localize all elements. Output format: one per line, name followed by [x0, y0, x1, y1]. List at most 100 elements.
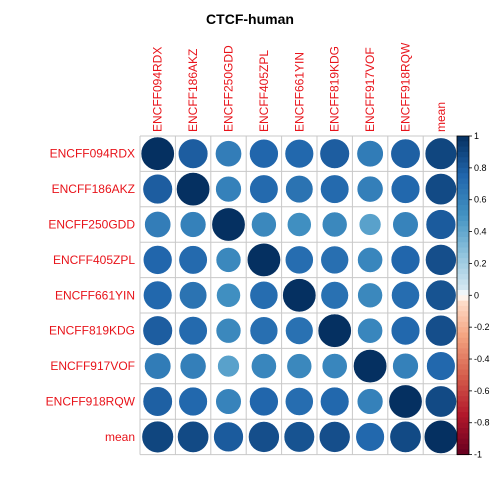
- corr-circle: [249, 280, 279, 310]
- column-label: ENCFF918RQW: [399, 42, 413, 132]
- colorbar-segment: [457, 332, 469, 339]
- corr-circle: [215, 247, 242, 273]
- row-label: ENCFF186AKZ: [52, 182, 135, 196]
- corr-circle: [392, 211, 419, 238]
- corr-circle: [211, 207, 246, 242]
- colorbar-tick-label: -1: [474, 450, 482, 460]
- colorbar-segment: [457, 316, 469, 323]
- colorbar-segment: [457, 189, 469, 195]
- corr-circle: [356, 140, 384, 168]
- row-label: ENCFF819KDG: [49, 324, 135, 338]
- colorbar-segment: [457, 422, 469, 429]
- corr-circle: [178, 245, 208, 275]
- colorbar-segment: [457, 327, 469, 333]
- colorbar-segment: [457, 449, 469, 456]
- colorbar-tick-label: -0.8: [474, 418, 490, 428]
- corr-circle: [283, 421, 315, 453]
- corr-circle: [246, 242, 281, 277]
- corr-circle: [357, 282, 383, 309]
- corr-circle: [176, 172, 211, 207]
- corr-circle: [424, 385, 457, 418]
- corr-circle: [425, 209, 457, 240]
- colorbar-segment: [457, 162, 469, 169]
- colorbar-segment: [457, 374, 469, 381]
- colorbar-segment: [457, 263, 469, 270]
- colorbar-segment: [457, 284, 469, 291]
- corr-circle: [353, 349, 388, 384]
- corr-circle: [284, 387, 314, 416]
- corr-circle: [251, 211, 277, 238]
- colorbar-tick-label: 0.2: [474, 258, 487, 268]
- colorbar-segment: [457, 364, 469, 371]
- row-label: ENCFF917VOF: [50, 359, 135, 373]
- colorbar-segment: [457, 178, 469, 185]
- colorbar-segment: [457, 141, 469, 148]
- column-label: ENCFF819KDG: [328, 46, 342, 132]
- colorbar-segment: [457, 321, 469, 328]
- colorbar-segment: [457, 242, 469, 249]
- column-labels: ENCFF094RDX ENCFF186AKZ ENCFF250GDD ENCFF40…: [151, 42, 448, 132]
- corr-circle: [390, 174, 421, 204]
- corr-circle: [142, 245, 173, 275]
- colorbar-segment: [457, 369, 469, 376]
- colorbar-segment: [457, 417, 469, 424]
- corr-circle: [321, 353, 348, 380]
- corr-circle: [142, 173, 173, 205]
- colorbar-segment: [457, 390, 469, 397]
- colorbar-segment: [457, 215, 469, 222]
- row-label: ENCFF250GDD: [48, 218, 135, 232]
- colorbar-segment: [457, 199, 469, 206]
- colorbar-segment: [457, 210, 469, 217]
- corr-circle: [423, 419, 458, 454]
- colorbar-segment: [457, 274, 469, 280]
- corr-circle: [425, 314, 457, 347]
- colorbar-segment: [457, 412, 469, 418]
- corr-circle: [213, 421, 244, 453]
- corr-circle: [390, 138, 421, 169]
- colorbar-tick-label: -0.6: [474, 386, 490, 396]
- corr-circle: [141, 420, 174, 454]
- colorbar-segment: [457, 252, 469, 259]
- corr-circle: [392, 352, 419, 380]
- corr-circle: [424, 137, 458, 170]
- row-label: ENCFF094RDX: [50, 147, 135, 161]
- colorbar-segment: [457, 311, 469, 318]
- correlation-circles: [140, 136, 458, 454]
- corr-circle: [215, 388, 242, 415]
- color-legend: 1 0.8 0.6 0.4 0.2 0 -0.2 -0.4 -0.6 -0.8 -1: [456, 131, 490, 460]
- corr-circle: [144, 211, 172, 238]
- corr-circle: [320, 174, 350, 204]
- colorbar-tick-label: 0: [474, 290, 479, 300]
- corr-circle: [140, 136, 175, 171]
- corr-circle: [143, 280, 173, 310]
- corr-circle: [178, 316, 208, 346]
- corr-circle: [320, 281, 349, 310]
- colorbar-segment: [457, 396, 469, 402]
- corr-circle: [179, 352, 207, 380]
- corr-circle: [320, 245, 349, 275]
- corr-circle: [425, 279, 457, 311]
- colorbar-segment: [457, 146, 469, 153]
- corr-circle: [215, 140, 242, 168]
- row-label: ENCFF661YIN: [55, 288, 135, 302]
- column-label: ENCFF186AKZ: [186, 49, 200, 132]
- corr-circle: [215, 175, 242, 203]
- corr-circle: [249, 386, 279, 417]
- corr-circle: [250, 353, 277, 380]
- colorbar-segment: [457, 406, 469, 413]
- corr-circle: [391, 280, 420, 310]
- row-labels: ENCFF094RDX ENCFF186AKZ ENCFF250GDD ENCFF40…: [46, 147, 136, 444]
- colorbar-segment: [457, 359, 469, 365]
- colorbar-tick-label: 0.4: [474, 227, 487, 237]
- colorbar-segment: [457, 385, 469, 392]
- column-label: ENCFF094RDX: [151, 47, 165, 132]
- plot-grid: [139, 135, 460, 456]
- column-label: ENCFF917VOF: [363, 47, 377, 132]
- corr-circle: [356, 175, 384, 203]
- colorbar-segment: [457, 194, 469, 201]
- corr-circle: [282, 278, 317, 313]
- corr-circle: [179, 281, 208, 310]
- colorbar-segment: [457, 337, 469, 344]
- colorbar-segment: [457, 443, 469, 450]
